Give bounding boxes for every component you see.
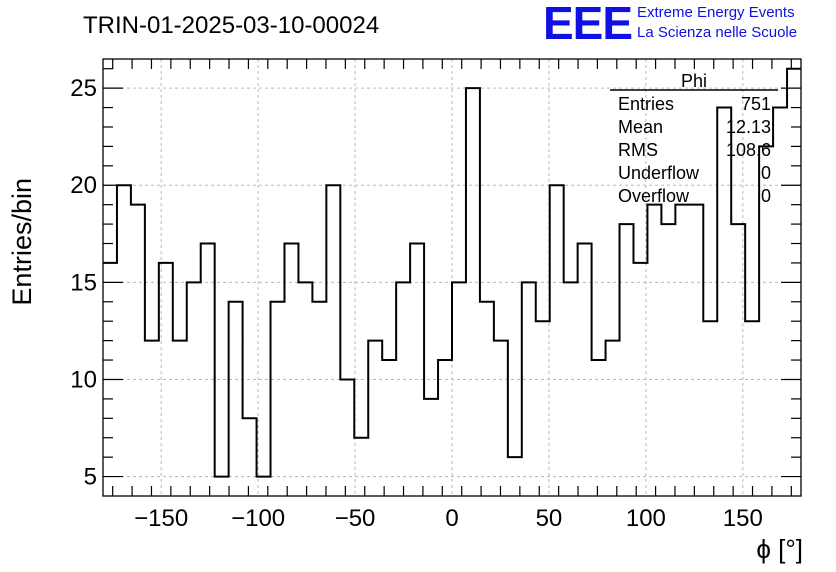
y-tick-labels: 5 10 15 20 25 (70, 75, 97, 490)
chart-title: TRIN-01-2025-03-10-00024 (83, 12, 379, 39)
x-tick-labels: −150 −100 −50 0 50 100 150 (134, 505, 763, 532)
x-tick-label: 100 (626, 505, 666, 532)
stats-label: Overflow (618, 186, 690, 206)
y-axis-label: Entries/bin (7, 178, 37, 306)
plot-frame (102, 58, 802, 497)
x-tick-label: −100 (231, 505, 285, 532)
logo-line-2: La Scienza nelle Scuole (637, 24, 798, 41)
x-tick-label: −50 (335, 505, 376, 532)
stats-value: 0 (761, 163, 771, 183)
x-tick-label: 0 (445, 505, 458, 532)
y-tick-label: 25 (70, 75, 97, 102)
stats-box: Phi Entries 751 Mean 12.13 RMS 108.6 Underflow… (610, 71, 778, 206)
stats-label: Underflow (618, 163, 700, 183)
y-tick-label: 15 (70, 269, 97, 296)
stats-value: 751 (741, 94, 771, 114)
stats-label: Mean (618, 117, 663, 137)
x-tick-label: 50 (536, 505, 563, 532)
stats-label: Entries (618, 94, 674, 114)
y-tick-label: 5 (84, 464, 97, 491)
logo-line-1: Extreme Energy Events (637, 4, 795, 21)
eee-logo: EEE Extreme Energy Events La Scienza nel… (543, 0, 835, 49)
stats-label: RMS (618, 140, 658, 160)
x-tick-label: 150 (723, 505, 763, 532)
stats-value: 12.13 (726, 117, 771, 137)
x-tick-label: −150 (134, 505, 188, 532)
y-tick-label: 20 (70, 172, 97, 199)
stats-rows: Entries 751 Mean 12.13 RMS 108.6 Underflow 0 Ove… (618, 94, 771, 206)
stats-value: 108.6 (726, 140, 771, 160)
histogram-outline (103, 67, 801, 478)
axis-ticks (103, 59, 801, 496)
y-tick-label: 10 (70, 366, 97, 393)
x-axis-label: ϕ [°] (756, 534, 803, 564)
stats-title: Phi (681, 71, 707, 91)
grid-lines (103, 59, 801, 496)
eee-logo-text: EEE (543, 0, 633, 49)
stats-value: 0 (761, 186, 771, 206)
